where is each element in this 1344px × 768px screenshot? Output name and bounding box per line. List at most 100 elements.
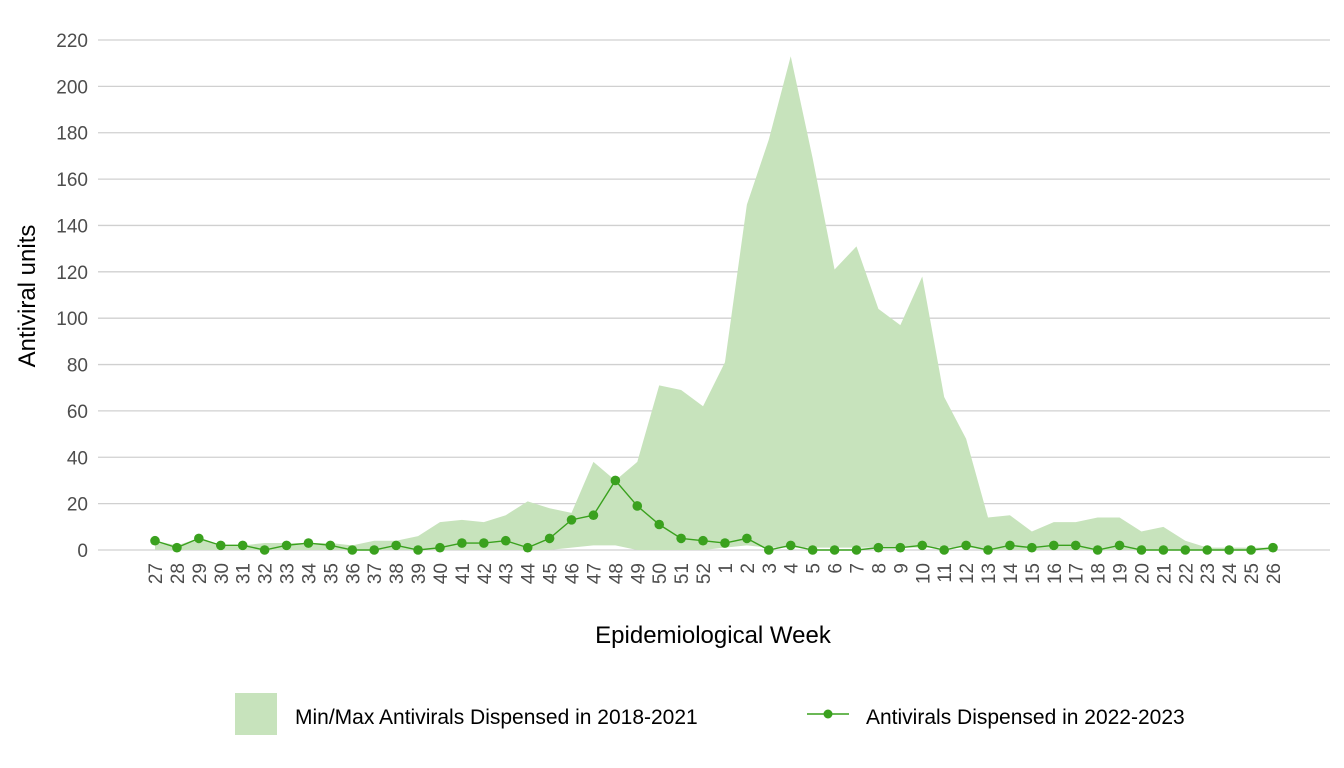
series-line-layer [150,475,1278,555]
x-tick-label: 51 [672,563,693,584]
data-point [610,475,621,486]
y-tick-labels: 0 20 40 60 80 100 120 140 160 180 200 220 [56,31,88,562]
data-point [1005,540,1015,551]
data-point [1180,545,1191,555]
data-point [435,542,445,553]
gridlines [98,39,1330,551]
data-point [807,545,818,555]
data-point [479,538,489,548]
data-point [917,540,928,551]
x-tick-label: 48 [606,563,627,584]
x-tick-label: 29 [190,563,211,584]
data-point [347,545,358,555]
y-tick-label: 40 [67,448,88,469]
data-point [500,535,511,546]
x-tick-label: 20 [1132,563,1153,584]
x-tick-label: 27 [146,563,167,584]
x-axis-title: Epidemiological Week [595,622,832,649]
x-tick-label: 16 [1045,563,1066,584]
x-tick-label: 12 [957,563,978,584]
data-point [1136,545,1147,555]
x-tick-label: 7 [847,563,868,574]
data-point [259,545,270,555]
data-point [391,540,401,551]
data-point [215,540,226,551]
x-tick-label: 19 [1111,563,1132,584]
x-tick-labels: 27 28 29 30 31 32 33 34 35 36 37 38 39 40 41 42 43 44 45 46… [146,563,1285,585]
x-tick-label: 28 [168,563,189,584]
x-tick-label: 35 [321,563,342,584]
data-point [237,540,248,551]
y-tick-label: 120 [56,263,88,284]
legend-line-label: Antivirals Dispensed in 2022-2023 [866,706,1185,729]
data-point [522,542,533,553]
x-tick-label: 41 [453,563,474,584]
data-point [1092,545,1103,555]
x-tick-label: 46 [563,563,584,584]
data-point [413,545,423,555]
y-tick-label: 100 [56,309,88,330]
data-point [281,540,292,551]
data-point [1246,545,1256,555]
data-point [369,545,380,555]
x-tick-label: 8 [869,563,890,574]
minmax-band-area [155,56,1273,550]
legend-line-marker [823,709,833,719]
x-tick-label: 6 [826,563,847,574]
x-tick-label: 22 [1176,563,1197,584]
data-point [676,533,686,544]
x-tick-label: 2 [738,563,759,574]
minmax-band-layer [155,56,1273,550]
y-tick-label: 160 [56,170,88,191]
y-tick-label: 180 [56,124,88,145]
x-tick-label: 37 [365,563,386,584]
x-tick-label: 24 [1220,563,1241,585]
data-point [829,545,840,555]
x-tick-label: 52 [694,563,715,584]
x-tick-label: 4 [782,563,803,574]
x-tick-label: 45 [541,563,562,584]
x-tick-label: 23 [1198,563,1219,584]
x-tick-label: 38 [387,563,408,584]
x-tick-label: 9 [891,563,912,574]
data-point [654,519,664,530]
x-tick-label: 31 [234,563,255,584]
x-tick-label: 15 [1023,563,1044,584]
y-tick-label: 140 [56,216,88,237]
x-tick-label: 30 [212,563,233,584]
data-point [895,542,906,553]
data-point [785,540,796,551]
x-tick-label: 40 [431,563,452,584]
data-point [588,510,599,521]
data-point [325,540,336,551]
data-point [1027,542,1037,553]
x-tick-label: 50 [650,563,671,584]
data-point [698,535,708,546]
data-point [764,545,774,555]
data-point [961,540,971,551]
x-tick-label: 32 [256,563,277,584]
x-tick-label: 3 [760,563,781,574]
data-point [1268,542,1278,553]
data-point [1224,545,1234,555]
data-point [544,533,555,544]
data-point [720,538,730,548]
data-point [566,515,577,525]
y-tick-label: 200 [56,77,88,98]
data-point [742,533,752,544]
data-point [1114,540,1125,551]
data-point [1158,545,1169,555]
x-tick-label: 34 [299,563,320,585]
x-tick-label: 39 [409,563,430,584]
data-point [851,545,862,555]
data-point [939,545,949,555]
x-tick-label: 21 [1154,563,1175,584]
y-tick-label: 220 [56,31,88,52]
x-tick-label: 26 [1264,563,1285,584]
x-tick-label: 11 [935,563,956,583]
data-point [150,535,160,546]
x-tick-label: 36 [343,563,364,584]
data-point [1048,540,1059,551]
x-tick-label: 49 [628,563,649,584]
x-tick-label: 47 [584,563,605,584]
